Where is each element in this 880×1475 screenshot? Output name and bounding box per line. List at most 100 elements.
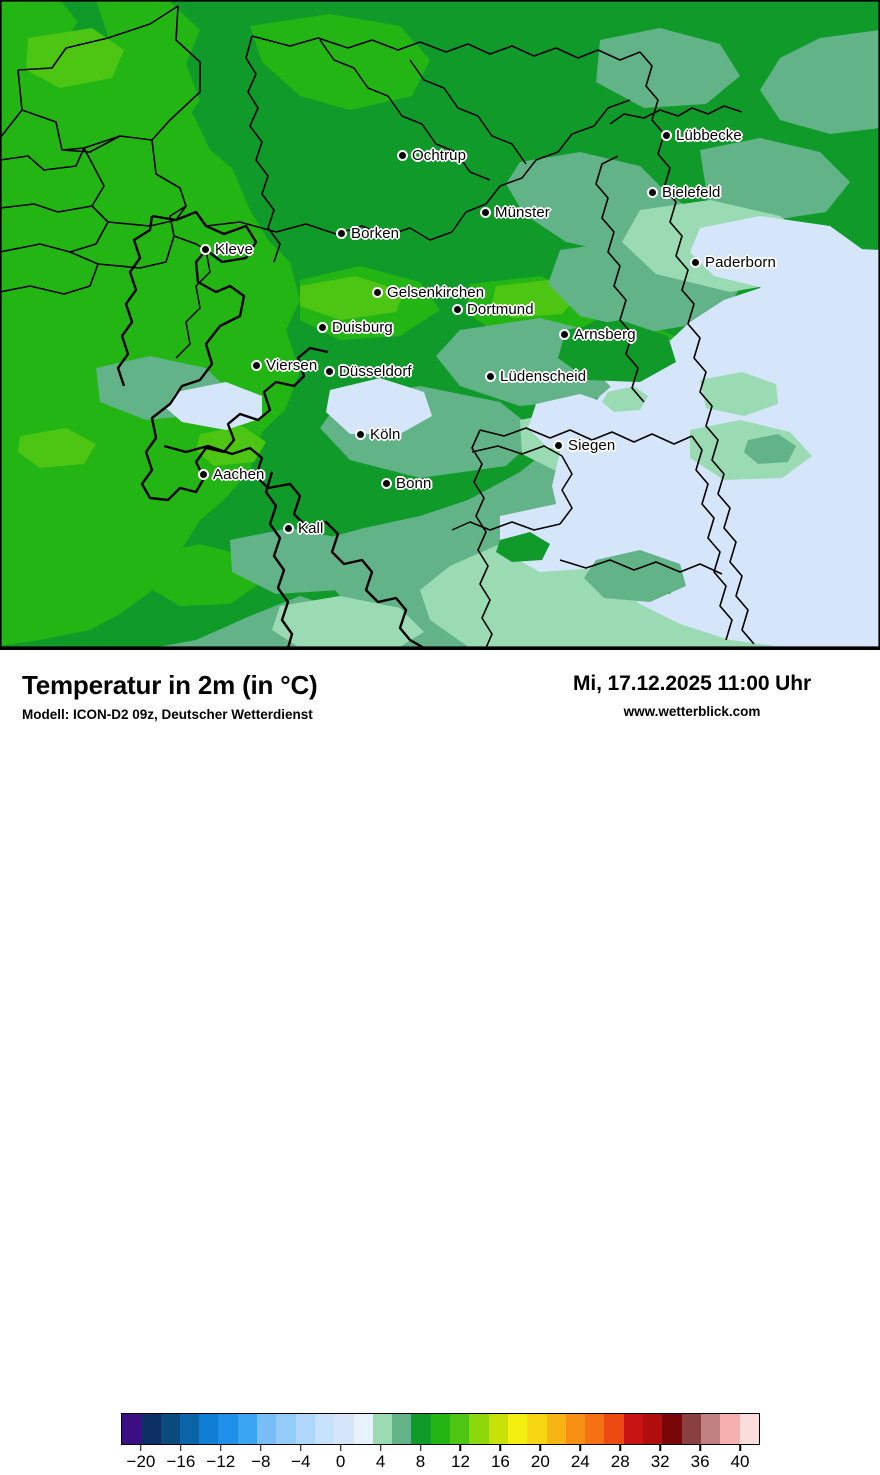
colorbar-swatch [585, 1414, 605, 1444]
city-dot-icon [372, 287, 383, 298]
colorbar-swatch [179, 1414, 200, 1444]
colorbar-tick-label: 12 [451, 1452, 470, 1471]
colorbar-legend: −20 −16 −12 −8 −4 0 4 8 12 16 20 24 28 32 36 40 [121, 1413, 760, 1475]
city-marker: Münster [480, 204, 550, 221]
city-label: Duisburg [332, 319, 393, 336]
city-dot-icon [355, 429, 366, 440]
colorbar-swatch [430, 1414, 451, 1444]
city-label: Bonn [396, 475, 432, 492]
colorbar-swatch [295, 1414, 315, 1444]
city-marker: Siegen [553, 437, 615, 454]
temp-band-bright-green-2 [96, 0, 200, 140]
city-dot-icon [381, 478, 392, 489]
city-label: Borken [351, 225, 400, 242]
city-label: Paderborn [705, 254, 776, 271]
temp-band-bright-green-8 [0, 544, 118, 616]
colorbar-swatch [276, 1414, 296, 1444]
city-marker: Kall [283, 520, 323, 537]
map-frame [0, 0, 880, 648]
colorbar-tick-label: 24 [570, 1452, 590, 1471]
city-dot-icon [559, 329, 570, 340]
city-marker: Gelsenkirchen [372, 284, 484, 301]
temp-island-green-7 [496, 532, 550, 562]
city-marker: Bielefeld [647, 184, 720, 201]
temp-band-paleblue-4 [528, 394, 622, 448]
temp-band-sage-3 [760, 30, 880, 134]
temp-band-paleblue-7 [166, 382, 262, 430]
city-dot-icon [198, 469, 209, 480]
city-label: Siegen [568, 437, 616, 454]
colorbar-tick-label: −16 [166, 1452, 196, 1471]
colorbar-swatch [199, 1414, 219, 1444]
colorbar-swatch [392, 1414, 412, 1444]
colorbar-tick [379, 1445, 382, 1451]
temp-pocket-green-2 [598, 346, 644, 374]
colorbar-swatch [681, 1414, 701, 1444]
city-label: Kleve [215, 241, 254, 258]
city-label: Arnsberg [574, 326, 636, 343]
temp-band-deep-green-6 [18, 428, 96, 468]
colorbar-tick [220, 1445, 222, 1451]
city-dot-icon [200, 244, 211, 255]
temp-island-green-3 [744, 434, 796, 464]
city-marker: Dortmund [452, 301, 534, 318]
city-dot-icon [690, 257, 701, 268]
temp-band-paleblue-6 [326, 378, 432, 434]
colorbar-tick [459, 1445, 462, 1451]
state-borders [245, 35, 755, 648]
district-borders [0, 5, 207, 295]
city-label: Düsseldorf [339, 363, 412, 380]
city-marker: Duisburg [317, 319, 393, 336]
colorbar-tick [659, 1445, 661, 1451]
temp-band-sage-6 [700, 138, 850, 222]
city-dot-icon [452, 304, 463, 315]
colorbar-tick-label: 4 [375, 1452, 386, 1471]
website-credit: www.wetterblick.com [623, 704, 761, 719]
city-dot-icon [251, 360, 262, 371]
colorbar-swatch [623, 1414, 644, 1444]
district-borders-south [451, 445, 573, 531]
city-dot-icon [336, 228, 347, 239]
colorbar-swatch [450, 1414, 470, 1444]
city-dot-icon [553, 440, 564, 451]
city-marker: Arnsberg [559, 326, 636, 343]
colorbar-swatches [121, 1413, 760, 1445]
city-marker: Kleve [200, 241, 253, 258]
colorbar-swatch [469, 1414, 489, 1444]
footer-panel: Temperatur in 2m (in °C) Modell: ICON-D2… [0, 650, 880, 1471]
city-dot-icon [397, 150, 408, 161]
city-dot-icon [485, 371, 496, 382]
colorbar-tick [619, 1445, 621, 1451]
city-dot-icon [324, 366, 335, 377]
national-border [116, 210, 425, 648]
colorbar-swatch [353, 1414, 373, 1444]
city-marker: Bonn [381, 475, 431, 492]
city-dot-icon [283, 523, 294, 534]
colorbar-swatch [314, 1414, 335, 1444]
colorbar-tick-label: −8 [251, 1452, 271, 1471]
temperature-field [0, 0, 880, 648]
colorbar-swatch [218, 1414, 238, 1444]
temp-band-deep-green [26, 28, 124, 88]
colorbar-tick [140, 1445, 142, 1451]
city-marker: Viersen [251, 357, 317, 374]
colorbar-tick [260, 1445, 262, 1451]
temp-band-sage-4 [596, 28, 740, 108]
temp-band-sage-11 [230, 528, 372, 594]
city-marker: Paderborn [690, 254, 776, 271]
colorbar-tick-label: 32 [650, 1452, 670, 1471]
city-label: Kall [298, 520, 324, 537]
city-marker: Borken [336, 225, 399, 242]
city-label: Dortmund [467, 301, 534, 318]
city-marker: Düsseldorf [324, 363, 412, 380]
colorbar-swatch [720, 1414, 740, 1444]
colorbar-tick [499, 1445, 502, 1451]
colorbar-swatch [527, 1414, 547, 1444]
colorbar-swatch [565, 1414, 586, 1444]
colorbar-tick-label: −12 [206, 1452, 236, 1471]
city-marker: Aachen [198, 466, 264, 483]
colorbar-tick [579, 1445, 582, 1451]
colorbar-swatch [334, 1414, 354, 1444]
colorbar-tick-label: −20 [126, 1452, 156, 1471]
colorbar-tick [339, 1445, 342, 1451]
